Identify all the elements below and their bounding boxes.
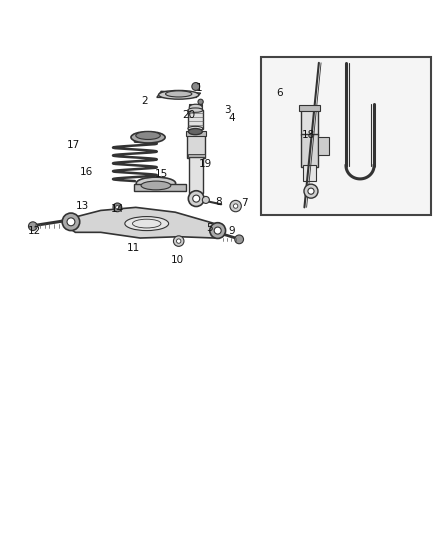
Text: 19: 19	[199, 159, 212, 168]
Circle shape	[177, 239, 181, 243]
Text: 5: 5	[206, 223, 213, 233]
Text: 18: 18	[302, 130, 315, 140]
Ellipse shape	[188, 126, 203, 131]
Circle shape	[62, 213, 80, 231]
Text: 2: 2	[141, 96, 148, 107]
Polygon shape	[65, 207, 223, 238]
Ellipse shape	[188, 128, 202, 135]
Ellipse shape	[188, 108, 203, 112]
Text: 8: 8	[215, 197, 222, 207]
Ellipse shape	[141, 181, 171, 190]
Text: 1: 1	[196, 83, 203, 93]
Circle shape	[202, 197, 209, 204]
Circle shape	[304, 184, 318, 198]
Ellipse shape	[136, 177, 176, 189]
Bar	[186, 131, 206, 136]
Circle shape	[116, 206, 119, 209]
Circle shape	[198, 99, 203, 104]
Text: 10: 10	[171, 255, 184, 265]
Circle shape	[210, 223, 226, 238]
Bar	[261, 57, 431, 215]
Circle shape	[233, 204, 238, 208]
Bar	[188, 110, 203, 128]
Circle shape	[308, 188, 314, 194]
Bar	[299, 106, 320, 111]
Text: 3: 3	[224, 104, 231, 115]
Polygon shape	[157, 91, 201, 98]
Ellipse shape	[136, 132, 160, 140]
Bar	[187, 134, 205, 158]
Text: 14: 14	[111, 204, 124, 214]
Circle shape	[235, 235, 244, 244]
Bar	[189, 103, 202, 111]
Circle shape	[230, 200, 241, 212]
Text: 13: 13	[76, 201, 89, 211]
Circle shape	[188, 191, 204, 206]
Text: 9: 9	[229, 225, 236, 236]
Bar	[134, 184, 186, 191]
Bar	[188, 155, 205, 157]
Circle shape	[113, 203, 122, 212]
Bar	[318, 138, 329, 155]
Circle shape	[173, 236, 184, 246]
Text: 6: 6	[276, 88, 283, 99]
Text: 15: 15	[155, 168, 168, 179]
Ellipse shape	[132, 219, 161, 228]
Text: 7: 7	[241, 198, 248, 208]
Text: 11: 11	[127, 243, 140, 253]
Ellipse shape	[166, 91, 192, 97]
Text: 4: 4	[228, 114, 235, 124]
Circle shape	[214, 227, 221, 234]
Text: 17: 17	[67, 140, 80, 150]
Ellipse shape	[125, 216, 169, 231]
Text: 12: 12	[28, 227, 41, 237]
Circle shape	[67, 218, 75, 226]
Bar	[189, 157, 203, 193]
Circle shape	[193, 195, 200, 202]
Text: 20: 20	[182, 110, 195, 120]
Circle shape	[192, 83, 200, 91]
Circle shape	[28, 222, 37, 231]
Bar	[189, 131, 201, 135]
Text: 16: 16	[80, 167, 93, 177]
Bar	[301, 110, 318, 135]
Ellipse shape	[131, 132, 165, 143]
Ellipse shape	[189, 104, 202, 111]
Bar	[301, 134, 318, 167]
Bar	[303, 165, 316, 181]
Ellipse shape	[159, 91, 199, 99]
